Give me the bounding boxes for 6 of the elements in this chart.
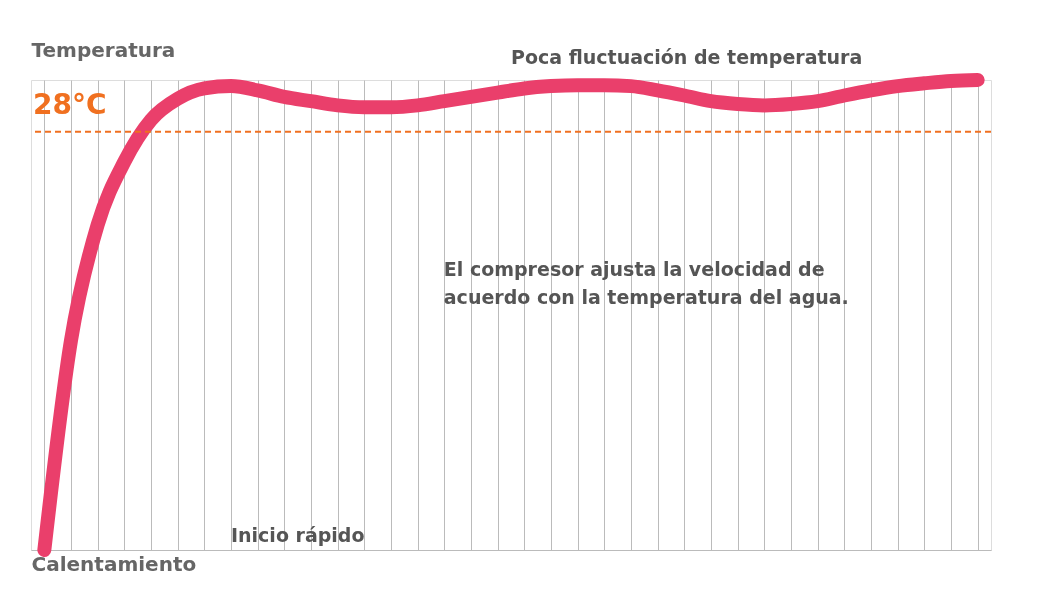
annotation: El compresor ajusta la velocidad de acuerdo con la temperatura del agua. (443, 258, 849, 308)
text: Poca fluctuación de temperatura (511, 46, 863, 68)
x-axis-title: Calentamiento (31, 551, 197, 576)
ref-line-label: 28°C (33, 87, 107, 121)
y-axis-title: Temperatura (31, 37, 176, 62)
annotation: Inicio rápido (231, 524, 365, 546)
